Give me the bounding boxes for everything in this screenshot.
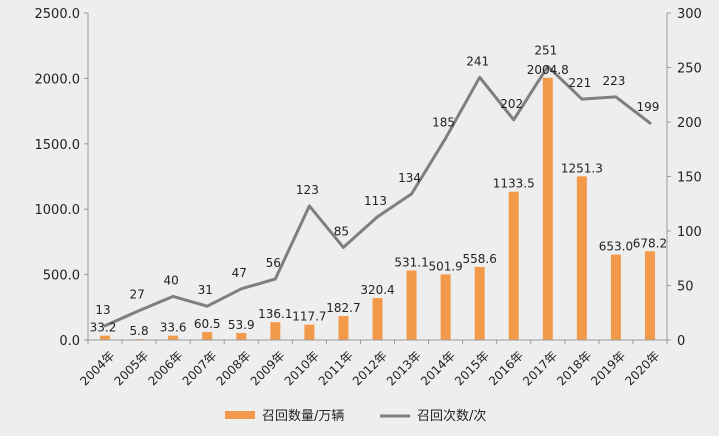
x-tick-label-6: 2010年 <box>282 348 322 388</box>
x-tick-label-3: 2007年 <box>180 348 220 388</box>
bar-label-10: 501.9 <box>428 259 462 273</box>
x-tick-label-9: 2013年 <box>384 348 424 388</box>
line-label-16: 199 <box>637 100 660 114</box>
bar-9 <box>407 271 417 340</box>
line-label-9: 134 <box>398 171 421 185</box>
bar-11 <box>475 267 485 340</box>
legend-swatch-bar <box>225 411 255 419</box>
line-label-13: 251 <box>534 43 557 57</box>
line-label-11: 241 <box>466 54 489 68</box>
right-tick-label-4: 200 <box>677 116 702 131</box>
x-tick-label-2: 2006年 <box>146 348 186 388</box>
bar-label-15: 653.0 <box>599 240 633 254</box>
bar-14 <box>577 176 587 340</box>
left-tick-label-2: 1000.0 <box>35 203 81 218</box>
x-tick-label-15: 2019年 <box>588 348 628 388</box>
bar-label-8: 320.4 <box>360 283 394 297</box>
bar-8 <box>373 298 383 340</box>
bar-label-14: 1251.3 <box>561 161 603 175</box>
bar-label-2: 33.6 <box>160 321 187 335</box>
bar-3 <box>202 332 212 340</box>
line-label-8: 113 <box>364 194 387 208</box>
bar-7 <box>338 316 348 340</box>
bar-label-16: 678.2 <box>633 236 667 250</box>
line-label-7: 85 <box>334 224 349 238</box>
right-tick-label-2: 100 <box>677 225 702 240</box>
bar-label-6: 117.7 <box>292 310 326 324</box>
x-tick-label-10: 2014年 <box>418 348 458 388</box>
line-label-1: 27 <box>129 288 144 302</box>
line-label-10: 185 <box>432 115 455 129</box>
bar-label-5: 136.1 <box>258 307 292 321</box>
bar-label-7: 182.7 <box>326 301 360 315</box>
line-label-0: 13 <box>95 303 110 317</box>
line-label-14: 221 <box>568 76 591 90</box>
bar-label-3: 60.5 <box>194 317 221 331</box>
bar-4 <box>236 333 246 340</box>
bar-label-11: 558.6 <box>462 252 496 266</box>
bar-label-9: 531.1 <box>394 256 428 270</box>
right-tick-label-1: 50 <box>677 280 694 295</box>
bar-label-1: 5.8 <box>130 324 149 338</box>
bar-5 <box>270 322 280 340</box>
right-tick-label-0: 0 <box>677 334 685 349</box>
bar-16 <box>645 251 655 340</box>
bar-2 <box>168 336 178 340</box>
line-label-15: 223 <box>602 74 625 88</box>
bar-label-4: 53.9 <box>228 318 255 332</box>
bar-0 <box>100 336 110 340</box>
left-tick-label-4: 2000.0 <box>35 72 81 87</box>
bar-label-12: 1133.5 <box>493 177 535 191</box>
line-label-4: 47 <box>232 266 247 280</box>
bar-12 <box>509 192 519 340</box>
line-label-12: 202 <box>500 97 523 111</box>
legend: 召回数量/万辆 召回次数/次 <box>225 408 486 424</box>
line-label-2: 40 <box>164 273 179 287</box>
left-tick-label-5: 2500.0 <box>35 7 81 22</box>
x-tick-label-13: 2017年 <box>520 348 560 388</box>
bar-13 <box>543 78 553 340</box>
legend-label-bar: 召回数量/万辆 <box>262 409 344 424</box>
x-tick-label-0: 2004年 <box>77 348 117 388</box>
x-tick-label-16: 2020年 <box>622 348 662 388</box>
left-tick-label-0: 0.0 <box>59 334 80 349</box>
x-tick-label-1: 2005年 <box>111 348 151 388</box>
x-tick-label-5: 2009年 <box>248 348 288 388</box>
bar-10 <box>441 274 451 340</box>
bar-6 <box>304 325 314 340</box>
left-tick-label-1: 500.0 <box>43 269 80 284</box>
right-tick-label-5: 250 <box>677 62 702 77</box>
legend-label-line: 召回次数/次 <box>417 408 486 424</box>
line-label-5: 56 <box>266 256 281 270</box>
bar-label-13: 2004.8 <box>527 63 569 77</box>
x-tick-label-14: 2018年 <box>554 348 594 388</box>
line-label-3: 31 <box>198 283 213 297</box>
x-tick-label-11: 2015年 <box>452 348 492 388</box>
x-tick-label-8: 2012年 <box>350 348 390 388</box>
right-tick-label-3: 150 <box>677 171 702 186</box>
left-tick-label-3: 1500.0 <box>35 138 81 153</box>
right-tick-label-6: 300 <box>677 7 702 22</box>
line-label-6: 123 <box>296 183 319 197</box>
bar-15 <box>611 255 621 340</box>
x-tick-label-7: 2011年 <box>316 348 356 388</box>
x-tick-label-4: 2008年 <box>214 348 254 388</box>
x-tick-label-12: 2016年 <box>486 348 526 388</box>
bar-label-0: 33.2 <box>90 321 117 335</box>
